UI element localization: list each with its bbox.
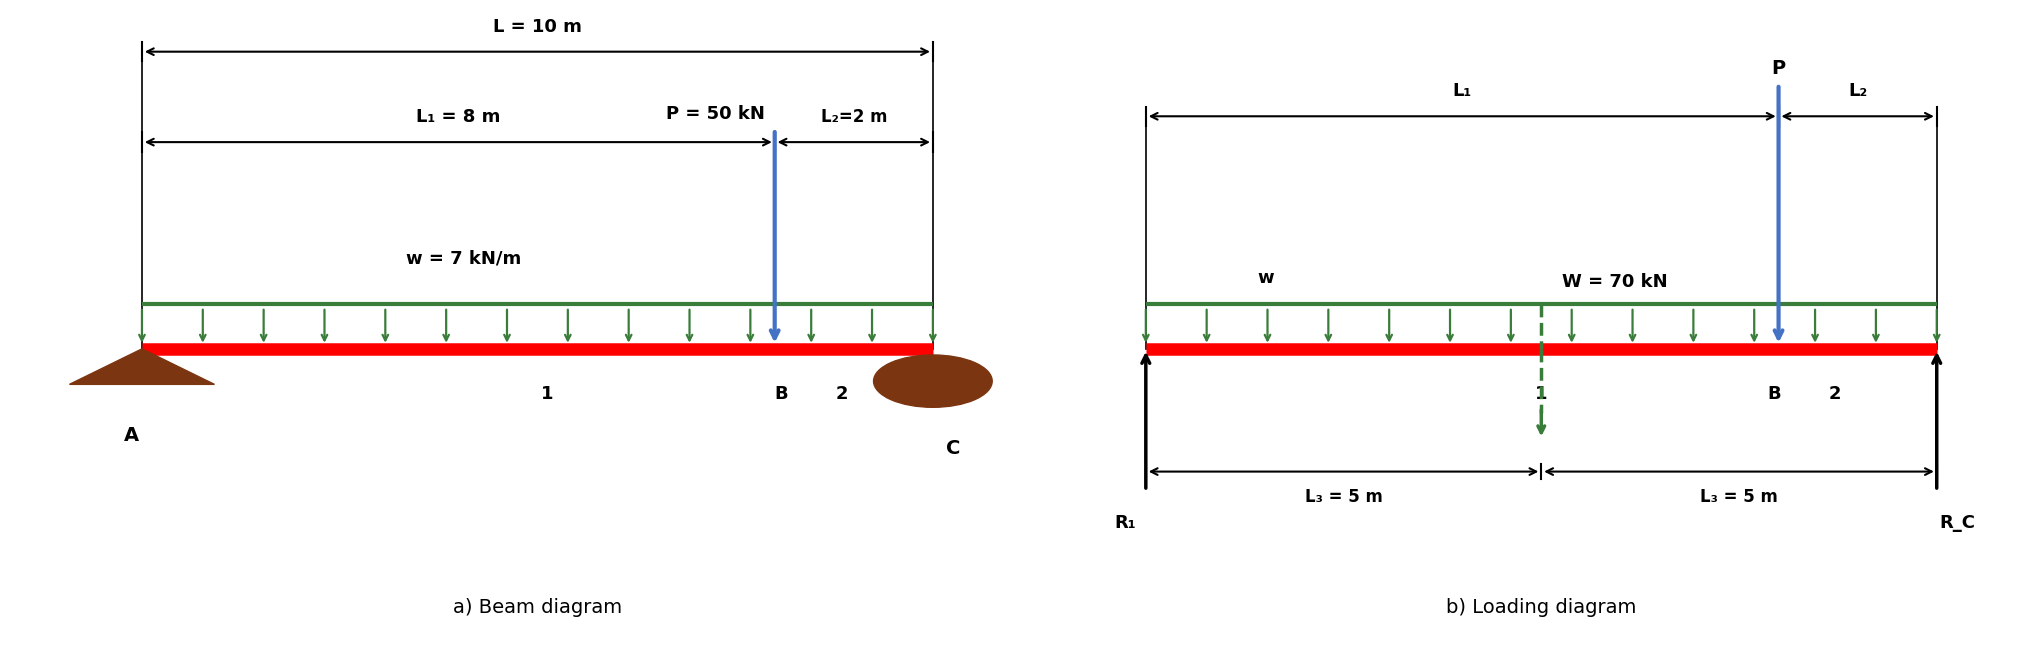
Text: B: B [1768, 385, 1781, 403]
Text: C: C [945, 439, 961, 458]
Polygon shape [69, 349, 215, 384]
Text: L₁ = 8 m: L₁ = 8 m [416, 108, 501, 126]
Text: L₃ = 5 m: L₃ = 5 m [1699, 488, 1779, 506]
Text: 1: 1 [541, 385, 554, 403]
Text: P = 50 kN: P = 50 kN [665, 105, 765, 123]
Text: a) Beam diagram: a) Beam diagram [452, 598, 623, 617]
Text: L = 10 m: L = 10 m [493, 17, 582, 36]
Text: A: A [124, 426, 140, 445]
Text: b) Loading diagram: b) Loading diagram [1446, 598, 1637, 617]
Text: w = 7 kN/m: w = 7 kN/m [406, 249, 521, 267]
Text: L₁: L₁ [1452, 82, 1472, 100]
Text: 2: 2 [1829, 385, 1841, 403]
Text: L₂=2 m: L₂=2 m [821, 108, 886, 126]
Text: 1: 1 [1535, 385, 1547, 403]
Text: W = 70 kN: W = 70 kN [1562, 273, 1667, 291]
Ellipse shape [874, 355, 992, 408]
Text: L₃ = 5 m: L₃ = 5 m [1304, 488, 1383, 506]
Text: P: P [1772, 59, 1785, 78]
Text: R₁: R₁ [1115, 514, 1136, 532]
Text: L₂: L₂ [1848, 82, 1868, 100]
Text: B: B [775, 385, 787, 403]
Text: R_C: R_C [1939, 514, 1975, 532]
Text: w: w [1257, 269, 1274, 287]
Text: 2: 2 [836, 385, 848, 403]
